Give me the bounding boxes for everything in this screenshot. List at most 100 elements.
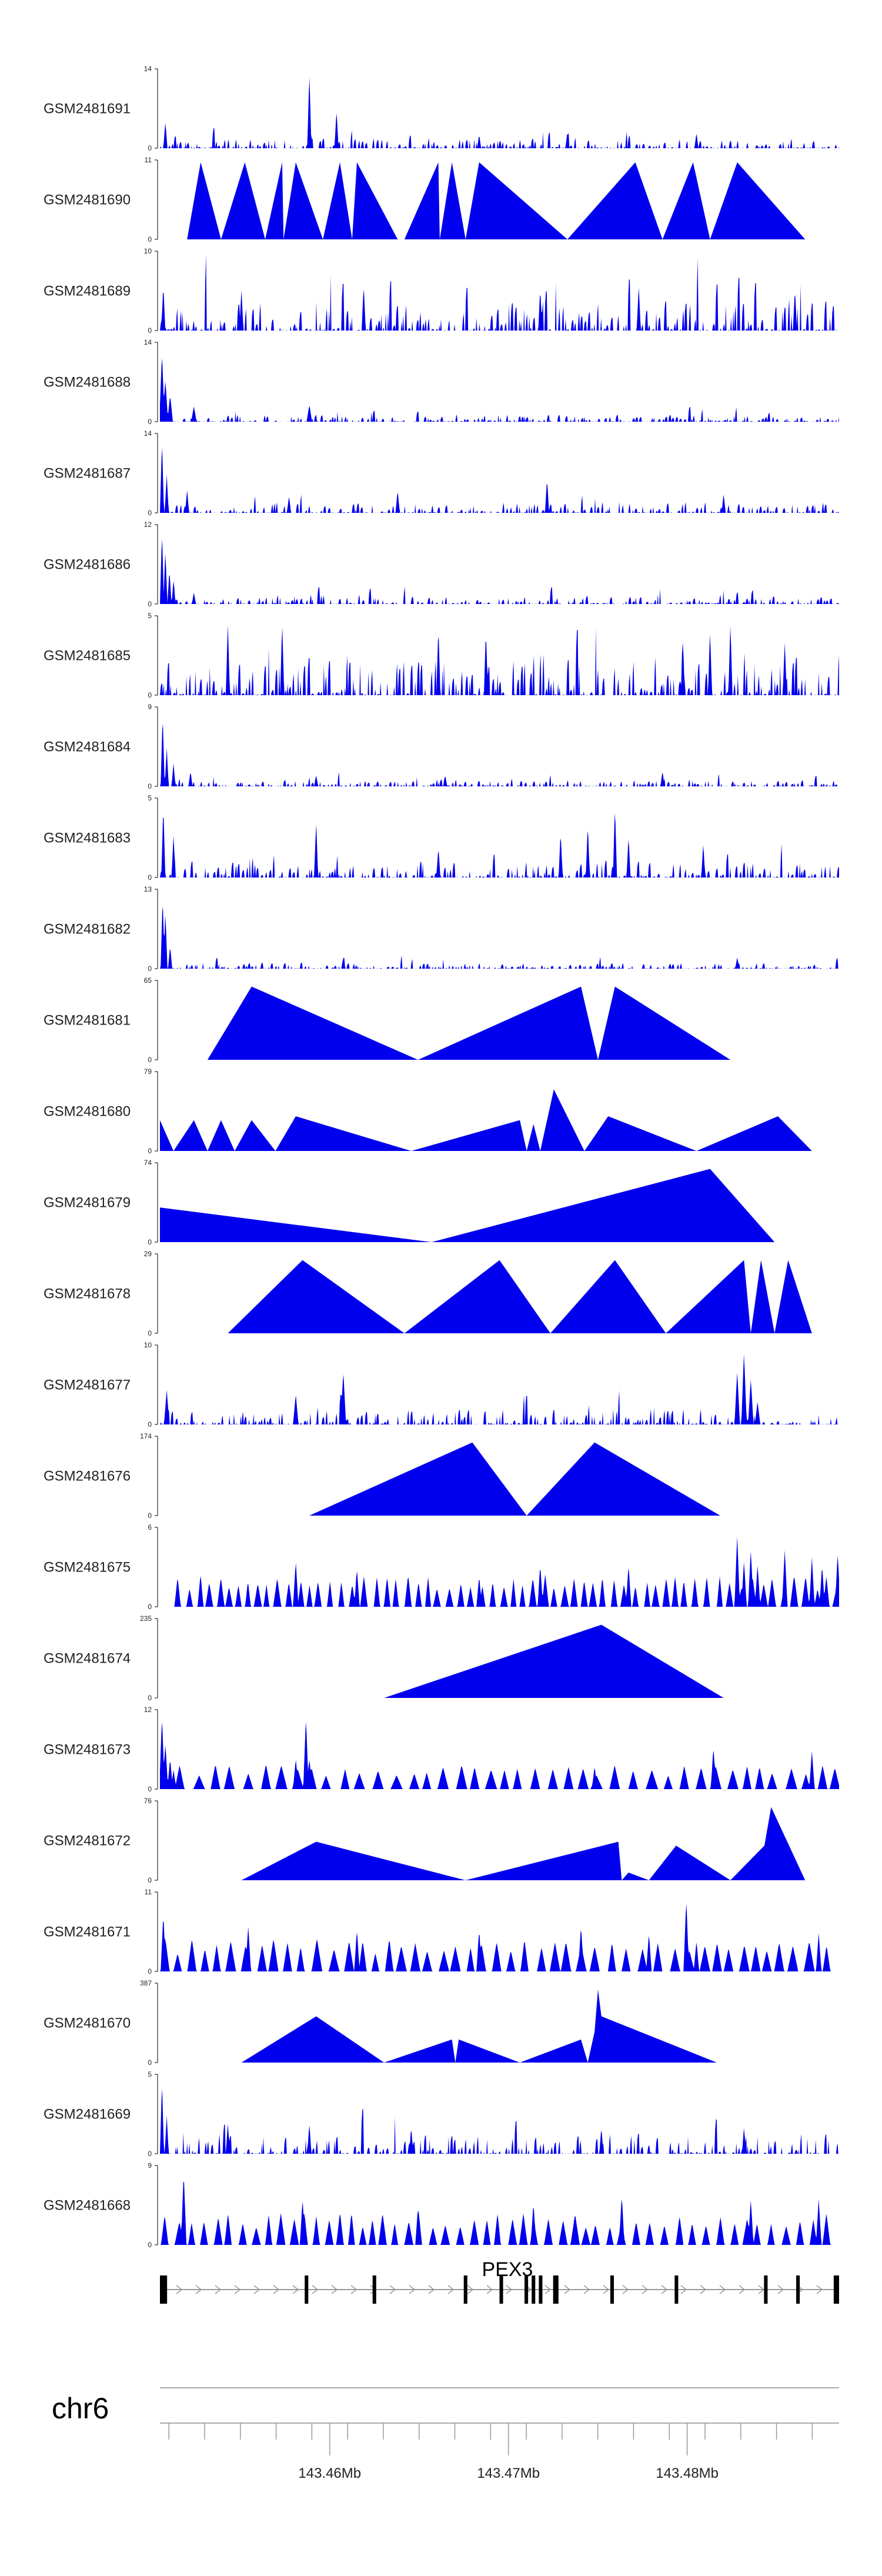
strand-arrow-icon	[195, 2285, 202, 2294]
coverage-area	[160, 625, 839, 695]
strand-arrow-icon	[176, 2285, 183, 2294]
track-label: GSM2481691	[44, 101, 131, 117]
gene-exon	[553, 2275, 559, 2304]
coverage-track: GSM2481686 12 0	[44, 520, 839, 608]
coverage-area	[187, 162, 806, 239]
coverage-track: GSM2481668 9 0	[44, 2161, 839, 2249]
coverage-track: GSM2481678 29 0	[44, 1250, 812, 1337]
strand-arrow-icon	[622, 2285, 629, 2294]
track-label: GSM2481680	[44, 1104, 131, 1120]
strand-arrow-icon	[680, 2285, 687, 2294]
coverage-track: GSM2481672 76 0	[44, 1797, 806, 1884]
strand-arrow-icon	[331, 2285, 338, 2294]
track-label: GSM2481672	[44, 1833, 131, 1849]
track-label: GSM2481681	[44, 1013, 131, 1029]
y-min-label: 0	[148, 326, 152, 335]
coverage-track: GSM2481670 387 0	[44, 1979, 717, 2067]
coverage-track: GSM2481677 10 0	[44, 1341, 839, 1429]
track-label: GSM2481673	[44, 1742, 131, 1758]
y-min-label: 0	[148, 1967, 152, 1976]
y-max-label: 10	[144, 1341, 152, 1349]
genome-axis-track: chr6 143.46Mb 143.47Mb 143.48Mb	[52, 2387, 839, 2481]
coverage-track: GSM2481684 9 0	[44, 703, 839, 790]
gene-exon	[539, 2275, 543, 2304]
y-min-label: 0	[148, 1238, 152, 1246]
strand-arrow-icon	[409, 2285, 416, 2294]
y-max-label: 5	[148, 612, 152, 620]
coverage-area	[207, 986, 731, 1060]
coverage-area	[160, 1536, 839, 1607]
track-label: GSM2481684	[44, 739, 131, 755]
coverage-area	[241, 1807, 806, 1880]
strand-arrow-icon	[253, 2285, 260, 2294]
coverage-track: GSM2481690 11 0	[44, 156, 806, 243]
gene-exon	[674, 2275, 679, 2304]
strand-arrow-icon	[603, 2285, 610, 2294]
gene-exon	[463, 2275, 467, 2304]
axis-tick-label: 143.46Mb	[298, 2465, 361, 2481]
coverage-track: GSM2481674 235 0	[44, 1614, 724, 1702]
axis-tick-label: 143.47Mb	[477, 2465, 540, 2481]
track-label: GSM2481683	[44, 830, 131, 846]
coverage-area	[160, 906, 839, 969]
strand-arrow-icon	[816, 2285, 823, 2294]
coverage-track: GSM2481691 14 0	[44, 65, 839, 152]
y-max-label: 5	[148, 2070, 152, 2078]
strand-arrow-icon	[447, 2285, 455, 2294]
strand-arrow-icon	[777, 2285, 784, 2294]
y-min-label: 0	[148, 2241, 152, 2249]
y-max-label: 6	[148, 1523, 152, 1531]
y-max-label: 235	[140, 1614, 152, 1623]
coverage-area	[160, 724, 839, 786]
y-max-label: 387	[140, 1979, 152, 1987]
coverage-track: GSM2481680 79 0	[44, 1067, 812, 1155]
track-label: GSM2481689	[44, 283, 131, 299]
coverage-area	[160, 1354, 839, 1424]
gene-exon	[499, 2275, 503, 2304]
gene-exon	[764, 2275, 768, 2304]
gene-exon	[833, 2275, 839, 2304]
track-label: GSM2481688	[44, 375, 131, 391]
coverage-track: GSM2481685 5 0	[44, 612, 839, 699]
track-label: GSM2481677	[44, 1377, 131, 1393]
y-min-label: 0	[148, 1147, 152, 1155]
coverage-track: GSM2481687 14 0	[44, 429, 839, 517]
y-min-label: 0	[148, 1511, 152, 1520]
gene-exon	[610, 2275, 614, 2304]
coverage-area	[241, 1989, 717, 2063]
strand-arrow-icon	[544, 2285, 552, 2294]
gene-exon	[532, 2275, 536, 2304]
strand-arrow-icon	[739, 2285, 746, 2294]
coverage-track: GSM2481675 6 0	[44, 1523, 839, 1611]
coverage-track: GSM2481682 13 0	[44, 885, 839, 973]
track-label: GSM2481670	[44, 2016, 131, 2031]
strand-arrow-icon	[428, 2285, 435, 2294]
y-max-label: 79	[144, 1067, 152, 1076]
y-min-label: 0	[148, 782, 152, 790]
gene-exon	[372, 2275, 376, 2304]
y-max-label: 9	[148, 2161, 152, 2170]
coverage-tracks: GSM2481691140GSM2481690110GSM2481689100G…	[44, 65, 839, 2249]
gene-exon	[160, 2275, 168, 2304]
strand-arrow-icon	[642, 2285, 649, 2294]
coverage-area	[160, 254, 839, 331]
strand-arrow-icon	[215, 2285, 222, 2294]
strand-arrow-icon	[661, 2285, 668, 2294]
strand-arrow-icon	[234, 2285, 241, 2294]
strand-arrow-icon	[389, 2285, 396, 2294]
strand-arrow-icon	[700, 2285, 707, 2294]
coverage-area	[160, 77, 839, 148]
y-min-label: 0	[148, 1694, 152, 1702]
y-min-label: 0	[148, 235, 152, 243]
y-max-label: 5	[148, 794, 152, 802]
strand-arrow-icon	[564, 2285, 571, 2294]
track-label: GSM2481674	[44, 1651, 131, 1667]
y-max-label: 13	[144, 885, 152, 893]
gene-exon	[305, 2275, 309, 2304]
coverage-area	[309, 1442, 720, 1516]
y-max-label: 11	[145, 1888, 152, 1896]
axis-tick-label: 143.48Mb	[656, 2465, 719, 2481]
track-label: GSM2481675	[44, 1560, 131, 1576]
coverage-area	[160, 1721, 839, 1789]
